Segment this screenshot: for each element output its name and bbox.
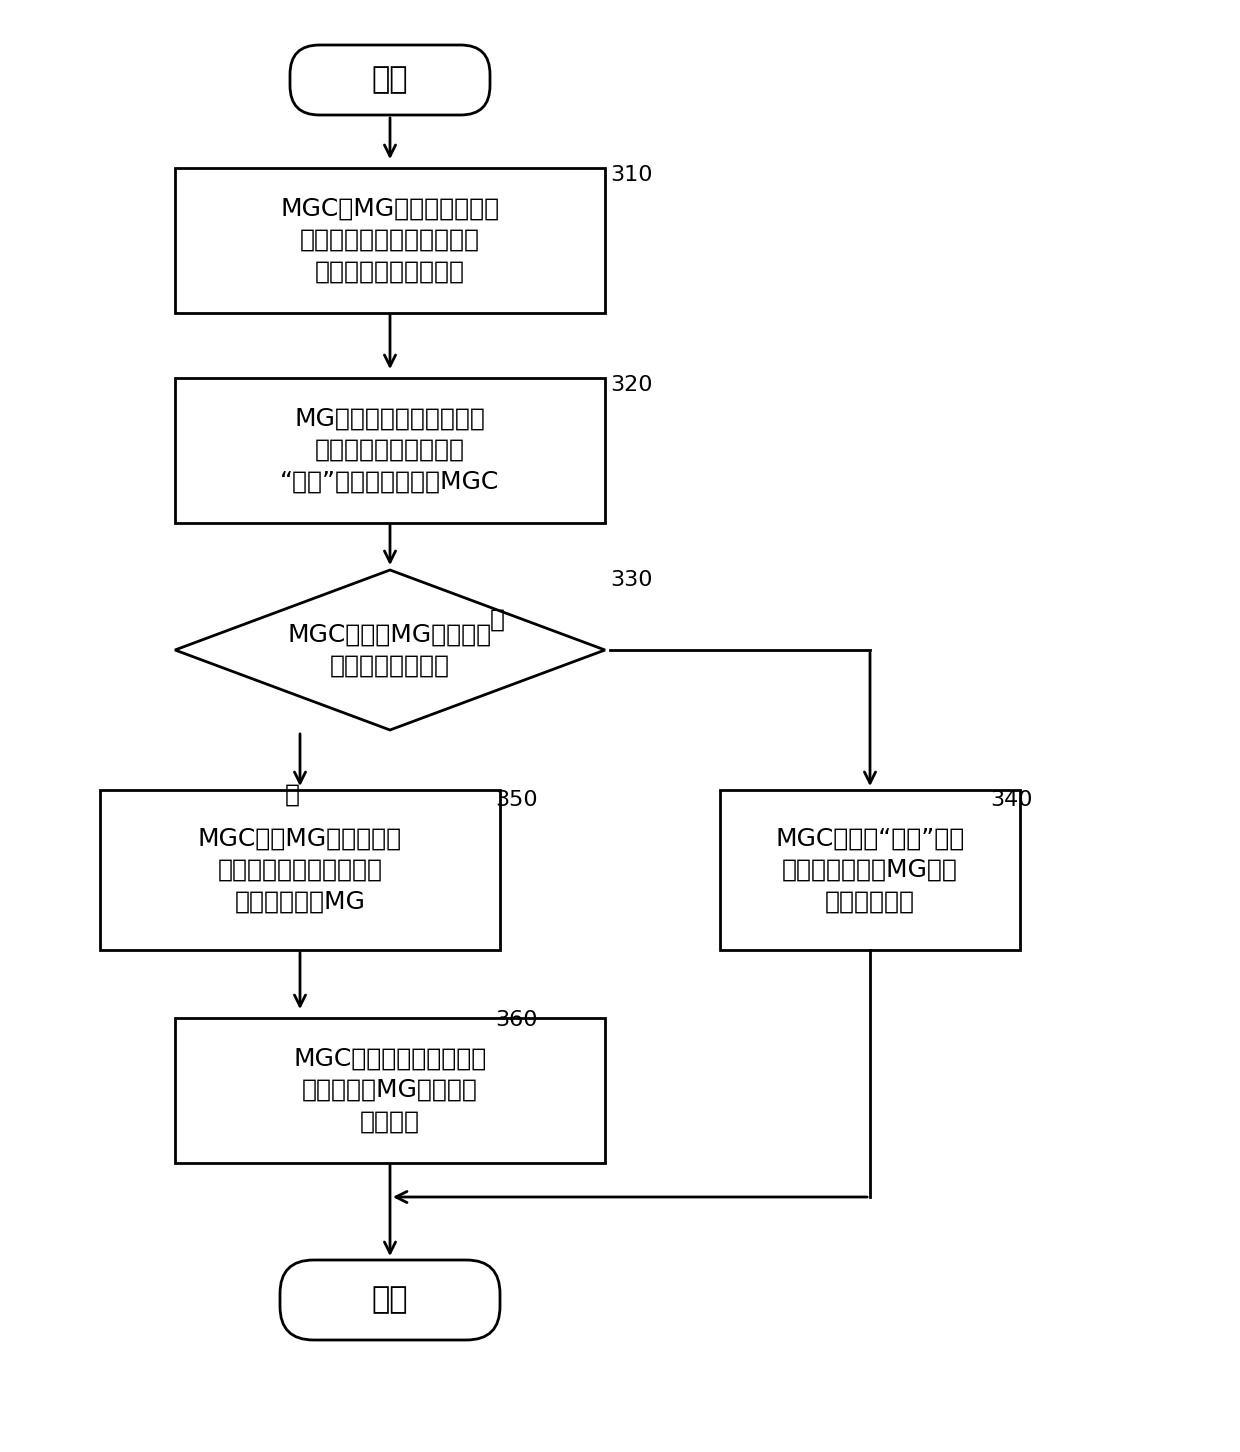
Text: MGC判断该MG是否支持
多种资源管理规则: MGC判断该MG是否支持 多种资源管理规则 [288,623,492,678]
Text: MGC根据所选择的资源管
理规则，向MG下发资源
操作命令: MGC根据所选择的资源管 理规则，向MG下发资源 操作命令 [294,1047,486,1134]
Text: 320: 320 [610,375,652,395]
Text: 350: 350 [495,790,538,810]
FancyBboxPatch shape [280,1260,500,1340]
FancyBboxPatch shape [290,45,490,115]
Bar [720,790,1021,950]
Text: 360: 360 [495,1011,537,1029]
Bar [175,378,605,523]
Text: 结束: 结束 [372,1285,408,1314]
Text: MG将其支持的资源管理规
则作为审计能力响应中
“规则”属性的值返回给MGC: MG将其支持的资源管理规 则作为审计能力响应中 “规则”属性的值返回给MGC [280,407,500,494]
Text: MGC向MG发送审计能力命
令请求，携带表示要审计的
是资源管理规则的属性: MGC向MG发送审计能力命 令请求，携带表示要审计的 是资源管理规则的属性 [280,196,500,283]
Text: 是: 是 [285,783,300,807]
Text: 开始: 开始 [372,65,408,94]
Polygon shape [175,571,605,730]
Text: 否: 否 [490,608,505,632]
Text: 340: 340 [990,790,1033,810]
Text: 310: 310 [610,166,652,184]
Bar [175,167,605,312]
Text: 330: 330 [610,571,652,590]
Text: MGC从该MG所支持的多
种资源管理规则中选取一
种，并发送给MG: MGC从该MG所支持的多 种资源管理规则中选取一 种，并发送给MG [198,826,402,913]
Text: MGC根据该“规则”属性
唯一的取值，向MG下发
资源操作命令: MGC根据该“规则”属性 唯一的取值，向MG下发 资源操作命令 [775,826,965,913]
Bar [175,1018,605,1163]
Bar [100,790,500,950]
